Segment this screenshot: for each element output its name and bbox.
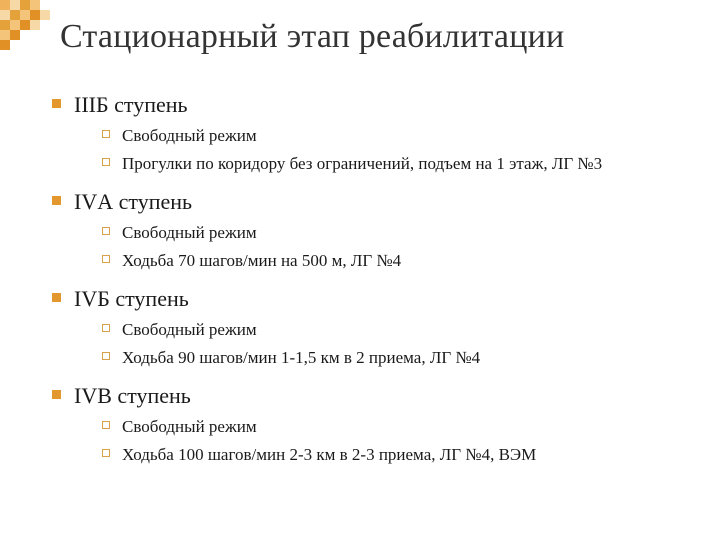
- deco-square: [0, 10, 10, 20]
- deco-square: [0, 40, 10, 50]
- deco-square: [0, 30, 10, 40]
- deco-square: [0, 20, 10, 30]
- sub-list-item: Свободный режим: [102, 318, 690, 343]
- sub-list-item: Свободный режим: [102, 415, 690, 440]
- sub-list: Свободный режим Ходьба 90 шагов/мин 1-1,5…: [74, 318, 690, 371]
- deco-square: [10, 10, 20, 20]
- list-item-label: IIIБ ступень: [74, 92, 188, 117]
- sub-list: Свободный режим Ходьба 70 шагов/мин на 50…: [74, 221, 690, 274]
- sub-list: Свободный режим Прогулки по коридору без …: [74, 124, 690, 177]
- sub-list-item: Прогулки по коридору без ограничений, по…: [102, 152, 690, 177]
- list-item-label: IVА ступень: [74, 189, 192, 214]
- deco-square: [30, 0, 40, 10]
- list-item-label: IVБ ступень: [74, 286, 189, 311]
- deco-square: [30, 10, 40, 20]
- bullet-list: IIIБ ступень Свободный режим Прогулки по к…: [50, 90, 690, 468]
- list-item: IVА ступень Свободный режим Ходьба 70 шаго…: [50, 187, 690, 274]
- deco-square: [10, 30, 20, 40]
- sub-list-item: Ходьба 70 шагов/мин на 500 м, ЛГ №4: [102, 249, 690, 274]
- sub-list: Свободный режим Ходьба 100 шагов/мин 2-3 …: [74, 415, 690, 468]
- deco-square: [30, 20, 40, 30]
- slide-body: IIIБ ступень Свободный режим Прогулки по к…: [50, 90, 690, 478]
- list-item: IVВ ступень Свободный режим Ходьба 100 шаг…: [50, 381, 690, 468]
- deco-square: [10, 20, 20, 30]
- deco-square: [40, 10, 50, 20]
- deco-square: [20, 0, 30, 10]
- deco-square: [0, 0, 10, 10]
- corner-decoration: [0, 0, 60, 50]
- deco-square: [20, 20, 30, 30]
- sub-list-item: Ходьба 90 шагов/мин 1-1,5 км в 2 приема,…: [102, 346, 690, 371]
- slide-title: Стационарный этап реабилитации: [60, 18, 690, 56]
- sub-list-item: Свободный режим: [102, 221, 690, 246]
- slide: Стационарный этап реабилитации IIIБ ступ…: [0, 0, 720, 540]
- list-item: IIIБ ступень Свободный режим Прогулки по к…: [50, 90, 690, 177]
- list-item: IVБ ступень Свободный режим Ходьба 90 шаго…: [50, 284, 690, 371]
- deco-square: [20, 10, 30, 20]
- list-item-label: IVВ ступень: [74, 383, 191, 408]
- sub-list-item: Свободный режим: [102, 124, 690, 149]
- sub-list-item: Ходьба 100 шагов/мин 2-3 км в 2-3 приема…: [102, 443, 690, 468]
- deco-square: [10, 0, 20, 10]
